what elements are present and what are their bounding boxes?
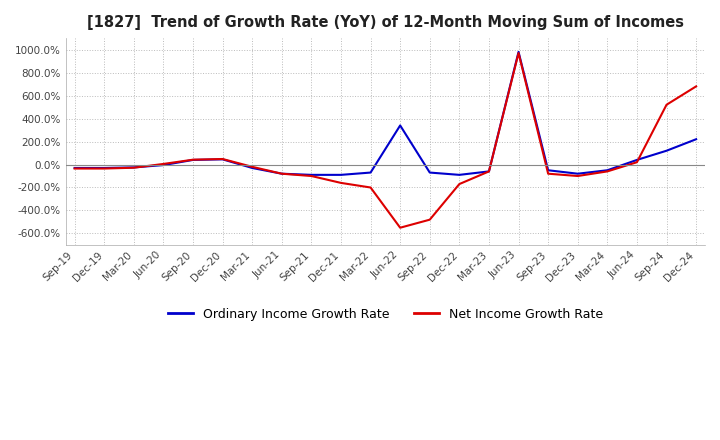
Net Income Growth Rate [603,169,612,174]
Ordinary Income Growth Rate [692,136,701,142]
Ordinary Income Growth Rate [159,162,168,168]
Ordinary Income Growth Rate [544,168,552,173]
Ordinary Income Growth Rate [130,165,138,170]
Net Income Growth Rate [218,156,227,161]
Net Income Growth Rate [189,157,197,162]
Net Income Growth Rate [692,84,701,89]
Ordinary Income Growth Rate [366,170,375,175]
Net Income Growth Rate [544,171,552,176]
Ordinary Income Growth Rate [514,49,523,55]
Net Income Growth Rate [248,164,256,169]
Ordinary Income Growth Rate [307,172,315,177]
Net Income Growth Rate [100,166,109,171]
Net Income Growth Rate [514,51,523,56]
Net Income Growth Rate [485,169,493,174]
Net Income Growth Rate [307,173,315,179]
Ordinary Income Growth Rate [426,170,434,175]
Ordinary Income Growth Rate [189,157,197,162]
Ordinary Income Growth Rate [485,169,493,174]
Net Income Growth Rate [337,180,346,186]
Legend: Ordinary Income Growth Rate, Net Income Growth Rate: Ordinary Income Growth Rate, Net Income … [163,303,608,326]
Ordinary Income Growth Rate [603,168,612,173]
Net Income Growth Rate [455,181,464,187]
Net Income Growth Rate [159,161,168,167]
Ordinary Income Growth Rate [218,157,227,162]
Ordinary Income Growth Rate [633,157,642,162]
Ordinary Income Growth Rate [573,171,582,176]
Net Income Growth Rate [366,185,375,190]
Net Income Growth Rate [71,166,79,171]
Ordinary Income Growth Rate [337,172,346,177]
Ordinary Income Growth Rate [71,165,79,171]
Ordinary Income Growth Rate [455,172,464,177]
Net Income Growth Rate [633,160,642,165]
Title: [1827]  Trend of Growth Rate (YoY) of 12-Month Moving Sum of Incomes: [1827] Trend of Growth Rate (YoY) of 12-… [87,15,684,30]
Ordinary Income Growth Rate [662,148,671,154]
Ordinary Income Growth Rate [396,123,405,128]
Ordinary Income Growth Rate [100,165,109,171]
Line: Ordinary Income Growth Rate: Ordinary Income Growth Rate [75,52,696,175]
Net Income Growth Rate [130,165,138,170]
Ordinary Income Growth Rate [248,165,256,171]
Net Income Growth Rate [573,173,582,179]
Net Income Growth Rate [662,102,671,107]
Net Income Growth Rate [396,225,405,231]
Net Income Growth Rate [277,171,286,176]
Line: Net Income Growth Rate: Net Income Growth Rate [75,53,696,228]
Net Income Growth Rate [426,217,434,222]
Ordinary Income Growth Rate [277,171,286,176]
